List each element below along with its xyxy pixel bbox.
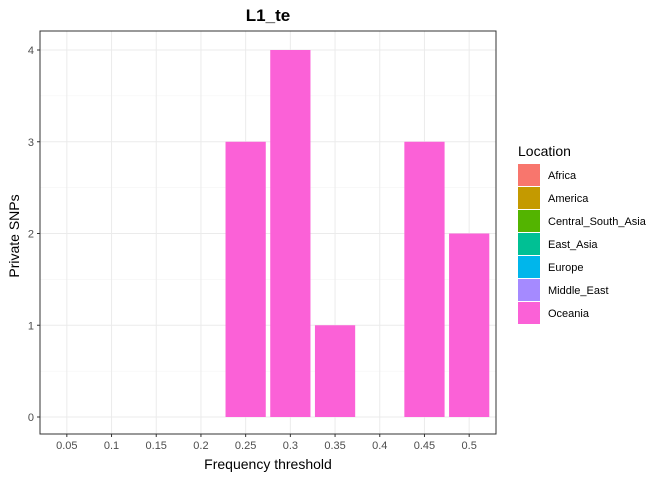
x-tick-label: 0.5 xyxy=(462,440,477,452)
x-tick-label: 0.1 xyxy=(104,440,119,452)
bar-0.5 xyxy=(449,233,490,417)
bar-0.45 xyxy=(404,141,445,417)
legend-label-East_Asia: East_Asia xyxy=(548,239,598,251)
legend-title: Location xyxy=(518,143,571,159)
bar-0.3 xyxy=(270,50,311,417)
legend-label-Africa: Africa xyxy=(548,170,577,182)
legend-key-Africa xyxy=(518,164,540,186)
x-tick-label: 0.45 xyxy=(414,440,435,452)
x-tick-label: 0.35 xyxy=(324,440,345,452)
x-tick-label: 0.3 xyxy=(283,440,298,452)
x-tick-label: 0.25 xyxy=(235,440,256,452)
legend-key-East_Asia xyxy=(518,233,540,255)
legend: Location Africa America Central_South_Asia… xyxy=(518,143,647,324)
x-tick-label: 0.15 xyxy=(146,440,167,452)
legend-key-Oceania xyxy=(518,302,540,324)
x-tick-label: 0.05 xyxy=(56,440,77,452)
legend-items: Africa America Central_South_Asia East_Asia… xyxy=(518,164,647,324)
legend-key-Central_South_Asia xyxy=(518,210,540,232)
chart-title: L1_te xyxy=(246,6,290,25)
y-tick-label: 3 xyxy=(28,137,34,149)
x-axis-title: Frequency threshold xyxy=(204,456,332,472)
legend-label-America: America xyxy=(548,193,589,205)
legend-label-Europe: Europe xyxy=(548,262,583,274)
bar-0.35 xyxy=(314,325,356,417)
legend-label-Central_South_Asia: Central_South_Asia xyxy=(548,216,647,228)
legend-key-Middle_East xyxy=(518,279,540,301)
bar-0.25 xyxy=(225,141,266,417)
y-tick-label: 4 xyxy=(28,45,34,57)
panel-border xyxy=(39,30,497,435)
legend-label-Middle_East: Middle_East xyxy=(548,285,609,297)
y-tick-label: 1 xyxy=(28,320,34,332)
y-tick-label: 2 xyxy=(28,229,34,241)
x-tick-label: 0.4 xyxy=(372,440,387,452)
y-tick-label: 0 xyxy=(28,412,34,424)
legend-key-Europe xyxy=(518,256,540,278)
legend-key-America xyxy=(518,187,540,209)
x-tick-label: 0.2 xyxy=(193,440,208,452)
plot-panel: 0 1 2 3 4 0.05 0.1 0.15 0.2 0.25 0.3 0.35 0.4 0.45 0.5 xyxy=(28,30,497,452)
y-axis-title: Private SNPs xyxy=(6,194,22,277)
legend-label-Oceania: Oceania xyxy=(548,308,590,320)
